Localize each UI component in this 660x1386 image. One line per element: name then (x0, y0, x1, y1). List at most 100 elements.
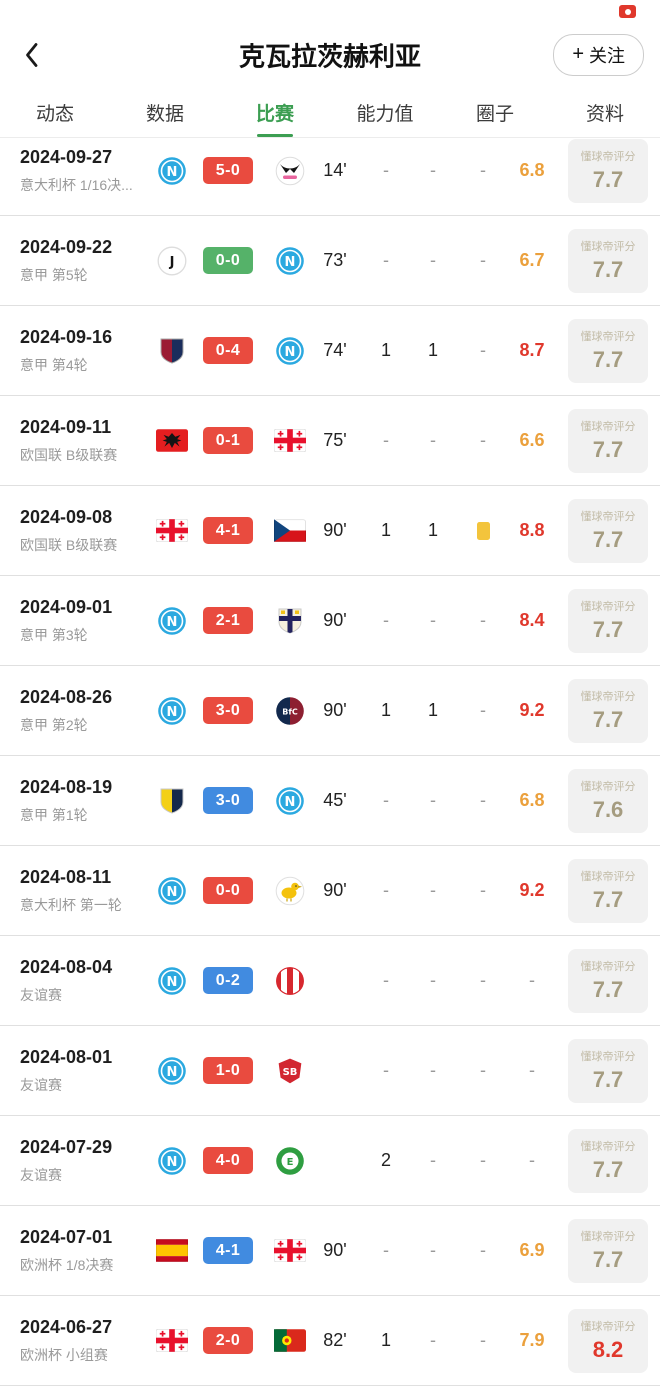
goals-stat: - (383, 430, 389, 450)
dqd-rating-value: 7.7 (592, 167, 624, 192)
assists-stat: 1 (427, 520, 438, 540)
score-badge: 1-0 (203, 1057, 253, 1084)
czech-team-logo (274, 515, 306, 547)
dqd-rating-box: 懂球帝评分 8.2 (568, 1308, 648, 1373)
match-date: 2024-09-01 (20, 596, 113, 617)
tab-data[interactable]: 数据 (145, 104, 184, 125)
yellow-card-icon (476, 521, 490, 540)
match-rating: 9.2 (519, 700, 545, 720)
match-row[interactable]: 2024-06-27 欧洲杯 小组赛 2-0 82' 1 - - 7.9 懂球帝… (0, 1296, 660, 1386)
match-row[interactable]: 2024-08-26 意甲 第2轮 N 3-0 BfC 90' 1 1 - 9.… (0, 666, 660, 756)
follow-button[interactable]: + 关注 (553, 34, 644, 76)
dqd-rating-box: 懂球帝评分 7.7 (568, 228, 648, 293)
card-stat: - (480, 880, 486, 900)
match-date: 2024-08-11 (20, 866, 112, 887)
card-stat (458, 521, 508, 540)
dqd-rating-label: 懂球帝评分 (580, 1321, 636, 1333)
napoli-team-logo: N (156, 965, 188, 997)
card-stat: - (480, 970, 486, 990)
match-row[interactable]: 2024-09-27 意大利杯 1/16决... N 5-0 14' - - -… (0, 126, 660, 216)
tab-profile[interactable]: 资料 (585, 104, 624, 125)
match-row[interactable]: 2024-09-22 意甲 第5轮 J 0-0 N 73' - - - 6.7 … (0, 216, 660, 306)
napoli-team-logo: N (156, 875, 188, 907)
goals-stat: 2 (380, 1150, 391, 1170)
assists-stat: - (430, 1330, 436, 1350)
match-row[interactable]: 2024-09-11 欧国联 B级联赛 0-1 75' - - - 6.6 懂球… (0, 396, 660, 486)
match-competition: 意甲 第4轮 (20, 356, 88, 373)
score-badge: 4-0 (203, 1147, 253, 1174)
header: 克瓦拉茨赫利亚 + 关注 (0, 22, 660, 88)
dqd-rating-label: 懂球帝评分 (580, 781, 636, 793)
svg-text:N: N (167, 885, 178, 900)
match-row[interactable]: 2024-08-19 意甲 第1轮 3-0 N 45' - - - 6.8 懂球… (0, 756, 660, 846)
minutes-played: 45' (323, 790, 347, 810)
match-date: 2024-07-29 (20, 1136, 113, 1157)
dqd-rating-label: 懂球帝评分 (580, 1051, 636, 1063)
tab-matches[interactable]: 比赛 (220, 88, 330, 137)
dqd-rating-label: 懂球帝评分 (580, 421, 636, 433)
match-row[interactable]: 2024-08-11 意大利杯 第一轮 N 0-0 90' - - - 9.2 … (0, 846, 660, 936)
match-row[interactable]: 2024-07-29 友谊赛 N 4-0 E 2 - - - 懂球帝评分 7.7 (0, 1116, 660, 1206)
dqd-rating-label: 懂球帝评分 (580, 331, 636, 343)
dqd-rating-value: 7.7 (592, 347, 624, 372)
napoli-team-logo: N (274, 335, 306, 367)
goals-stat: 1 (380, 1330, 391, 1350)
goals-stat: - (383, 160, 389, 180)
match-info: 2024-08-26 意甲 第2轮 (0, 687, 140, 735)
card-stat: - (480, 1060, 486, 1080)
match-competition: 友谊赛 (20, 1076, 62, 1093)
dqd-rating-box: 懂球帝评分 7.7 (568, 858, 648, 923)
match-row[interactable]: 2024-07-01 欧洲杯 1/8决赛 4-1 90' - - - 6.9 懂… (0, 1206, 660, 1296)
match-competition: 友谊赛 (20, 1166, 62, 1183)
score-badge: 4-1 (203, 1237, 253, 1264)
svg-text:BfC: BfC (282, 707, 298, 716)
dqd-rating-label: 懂球帝评分 (580, 871, 636, 883)
dqd-rating-label: 懂球帝评分 (580, 511, 636, 523)
card-stat: - (480, 790, 486, 810)
parma-team-logo (274, 605, 306, 637)
match-row[interactable]: 2024-09-16 意甲 第4轮 0-4 N 74' 1 1 - 8.7 懂球… (0, 306, 660, 396)
albania-team-logo (156, 425, 188, 457)
dqd-rating-label: 懂球帝评分 (580, 1141, 636, 1153)
tab-circle[interactable]: 圈子 (475, 104, 514, 125)
dqd-rating-box: 懂球帝评分 7.7 (568, 1038, 648, 1103)
dqd-rating-value: 7.7 (592, 1157, 624, 1182)
match-competition: 欧国联 B级联赛 (20, 536, 118, 553)
card-stat: - (480, 160, 486, 180)
tab-dynamic[interactable]: 动态 (35, 104, 74, 125)
minutes-played: 74' (323, 340, 347, 360)
match-rating: 6.6 (519, 430, 545, 450)
score-badge: 3-0 (203, 697, 253, 724)
score-badge: 0-4 (203, 337, 253, 364)
match-row[interactable]: 2024-08-01 友谊赛 N 1-0 SB - - - - 懂球帝评分 7.… (0, 1026, 660, 1116)
card-stat: - (480, 1240, 486, 1260)
match-row[interactable]: 2024-09-08 欧国联 B级联赛 4-1 90' 1 1 8.8 懂球帝评… (0, 486, 660, 576)
dqd-rating-value: 7.7 (592, 437, 624, 462)
match-competition: 意甲 第3轮 (20, 626, 88, 643)
follow-label: 关注 (589, 46, 625, 66)
match-competition: 欧洲杯 小组赛 (20, 1346, 108, 1363)
assists-stat: - (430, 160, 436, 180)
dqd-rating-box: 懂球帝评分 7.7 (568, 1128, 648, 1193)
cagliari-team-logo (156, 335, 188, 367)
dqd-rating-value: 7.7 (592, 1067, 624, 1092)
match-info: 2024-09-01 意甲 第3轮 (0, 597, 140, 645)
bologna-team-logo: BfC (274, 695, 306, 727)
match-competition: 意大利杯 1/16决... (20, 176, 133, 193)
goals-stat: - (383, 610, 389, 630)
dqd-rating-label: 懂球帝评分 (580, 1231, 636, 1243)
assists-stat: - (430, 970, 436, 990)
georgia-team-logo (156, 1325, 188, 1357)
dqd-rating-label: 懂球帝评分 (580, 241, 636, 253)
goals-stat: 1 (380, 340, 391, 360)
dqd-rating-value: 7.7 (592, 887, 624, 912)
match-row[interactable]: 2024-09-01 意甲 第3轮 N 2-1 90' - - - 8.4 懂球… (0, 576, 660, 666)
back-button[interactable] (24, 42, 38, 68)
match-info: 2024-09-22 意甲 第5轮 (0, 237, 140, 285)
dqd-rating-value: 7.7 (592, 527, 624, 552)
match-date: 2024-09-27 (20, 146, 113, 167)
minutes-played: 90' (323, 1240, 347, 1260)
match-row[interactable]: 2024-08-04 友谊赛 N 0-2 - - - - 懂球帝评分 7.7 (0, 936, 660, 1026)
tab-ability[interactable]: 能力值 (356, 104, 414, 125)
score-badge: 2-1 (203, 607, 253, 634)
